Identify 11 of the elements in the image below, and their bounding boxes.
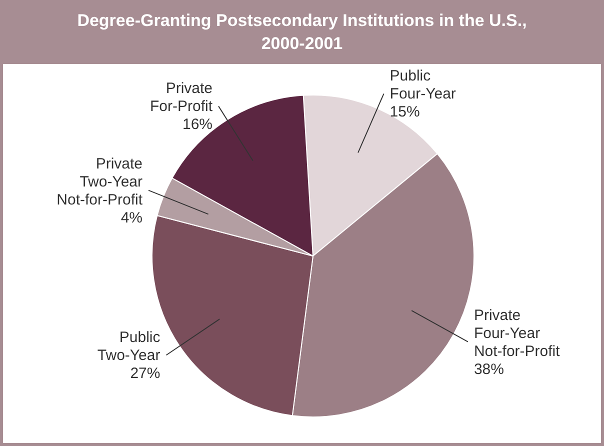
slice-label: Public Two-Year: [97, 329, 161, 364]
data-label: 4%: [120, 209, 143, 226]
data-label: 15%: [390, 104, 420, 121]
data-label: 27%: [130, 365, 160, 382]
slice-label: Private For-Profit: [150, 80, 214, 116]
slice-label: Private Four-Year Not-for-Profit: [474, 306, 561, 360]
chart-title: Degree-Granting Postsecondary Institutions in the U.S., 2000-2001: [77, 11, 527, 53]
data-label: 16%: [182, 116, 213, 134]
data-label: 38%: [474, 360, 504, 378]
slice-label: Public Four-Year: [390, 68, 456, 103]
slice-label: Private Two-Year Not-for-Profit: [56, 155, 144, 208]
